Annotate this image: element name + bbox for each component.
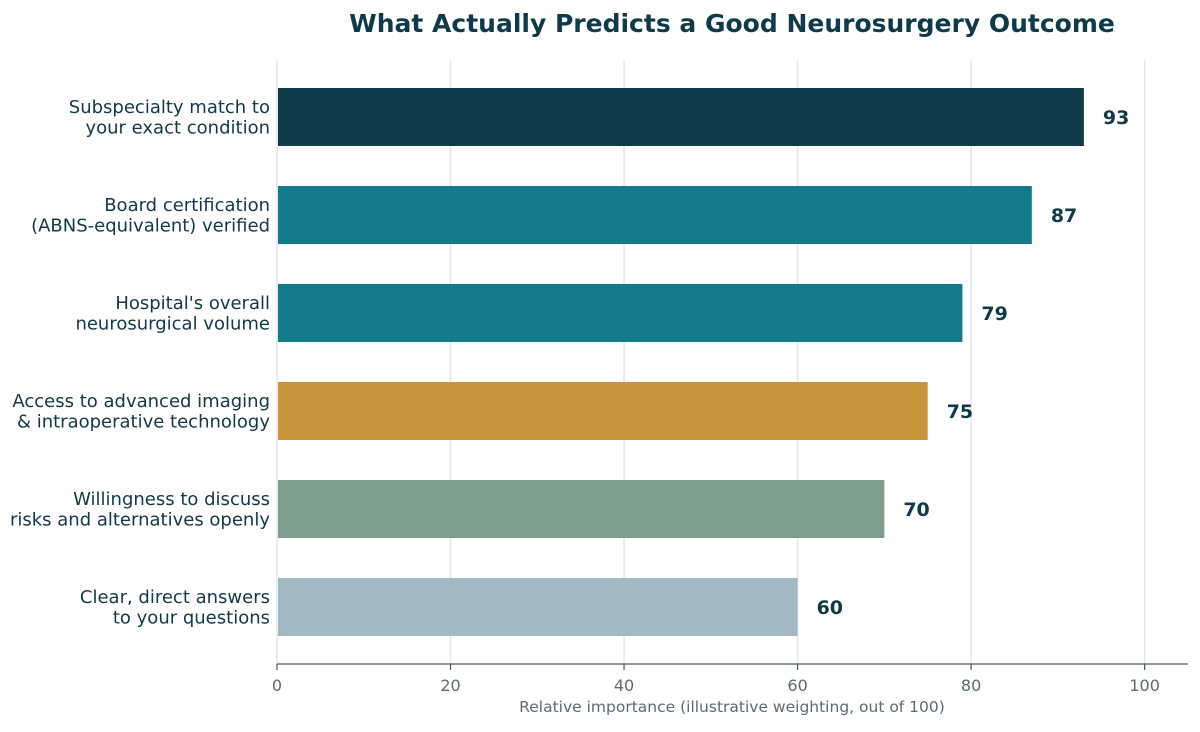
value-label: 87: [1051, 205, 1077, 227]
category-label: Hospital's overall neurosurgical volume: [75, 293, 270, 335]
category-label: Board certification (ABNS-equivalent) ver…: [31, 195, 270, 237]
category-label: Clear, direct answers to your questions: [80, 587, 270, 629]
value-label: 93: [1103, 107, 1129, 129]
bar: [278, 284, 963, 342]
x-tick-label: 100: [1129, 676, 1160, 695]
category-label: Subspecialty match to your exact conditio…: [69, 97, 270, 139]
x-tick-label: 0: [272, 676, 282, 695]
value-label: 70: [903, 499, 929, 521]
bar: [278, 578, 798, 636]
x-tick-label: 80: [961, 676, 981, 695]
x-tick-label: 60: [787, 676, 807, 695]
value-labels: 93 87 79 75 70 60: [817, 107, 1130, 619]
value-label: 79: [981, 303, 1007, 325]
bar: [278, 88, 1084, 146]
bar: [278, 480, 885, 538]
category-label: Willingness to discuss risks and alternat…: [10, 489, 270, 531]
bar: [278, 186, 1032, 244]
x-tick-label: 20: [440, 676, 460, 695]
x-tick-label: 40: [614, 676, 634, 695]
grid-lines: [276, 60, 1146, 664]
category-labels: Subspecialty match to your exact conditio…: [10, 97, 270, 629]
category-label: Access to advanced imaging & intraoperati…: [12, 391, 270, 433]
value-label: 60: [817, 597, 843, 619]
x-axis-title: Relative importance (illustrative weight…: [519, 698, 945, 716]
chart-title: What Actually Predicts a Good Neurosurge…: [349, 9, 1115, 38]
bars: [278, 88, 1084, 636]
value-label: 75: [947, 401, 973, 423]
bar: [278, 382, 928, 440]
x-axis: 0 20 40 60 80 100: [272, 663, 1188, 695]
